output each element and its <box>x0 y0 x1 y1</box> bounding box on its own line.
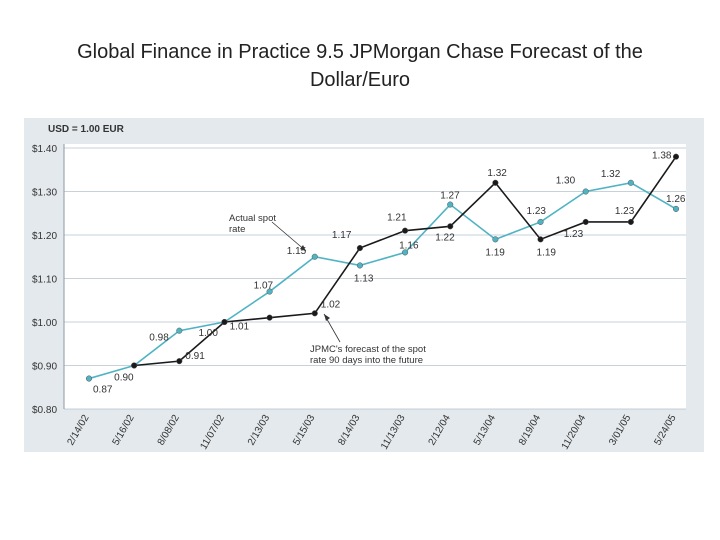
y-tick-label: $1.00 <box>32 318 57 329</box>
data-point <box>131 362 138 369</box>
y-tick-label: $1.20 <box>32 231 57 242</box>
x-tick-label: 8/19/04 <box>517 413 543 448</box>
data-point <box>672 153 680 160</box>
data-label: 1.19 <box>537 247 557 258</box>
data-point <box>402 227 409 234</box>
x-tick-label: 5/24/05 <box>652 413 678 448</box>
annotation-forecast: JPMC's forecast of the spot rate 90 days … <box>310 344 426 366</box>
data-point <box>627 218 634 225</box>
x-tick-label: 8/08/02 <box>156 413 182 448</box>
data-label: 1.23 <box>564 229 584 240</box>
x-tick-label: 11/20/04 <box>560 413 589 452</box>
annotation-line: rate 90 days into the future <box>310 355 423 366</box>
annotation-line: rate <box>229 224 245 235</box>
annotation-line: Actual spot <box>229 213 276 224</box>
data-point <box>221 318 228 326</box>
x-tick-label: 5/13/04 <box>472 413 498 448</box>
slide-title: Global Finance in Practice 9.5 JPMorgan … <box>20 38 700 94</box>
line-chart: USD = 1.00 EUR $1.40 $1.30 $1.20 $1.10 $1.00 $… <box>32 124 686 452</box>
data-point <box>266 288 273 295</box>
gridlines <box>63 144 686 410</box>
data-label: 1.17 <box>332 230 352 241</box>
data-point <box>537 218 544 225</box>
data-label: 1.00 <box>198 328 218 339</box>
data-point <box>356 262 363 269</box>
data-label: 1.30 <box>556 176 576 187</box>
annotation-arrow <box>271 221 307 252</box>
slide-title-line-2: Dollar/Euro <box>309 69 411 91</box>
data-point <box>537 236 544 243</box>
x-tick-label: 2/13/03 <box>246 413 272 448</box>
data-point <box>672 205 680 212</box>
data-label: 1.32 <box>601 169 621 180</box>
x-tick-label: 5/15/03 <box>291 413 317 448</box>
data-label: 1.01 <box>230 322 250 333</box>
data-label: 1.26 <box>666 194 686 205</box>
data-point <box>492 236 499 243</box>
x-tick-label: 2/12/04 <box>427 413 453 448</box>
data-point <box>356 245 363 252</box>
data-label: 1.15 <box>287 246 307 257</box>
data-point <box>176 327 183 334</box>
data-label: 1.13 <box>354 273 374 284</box>
data-point <box>311 253 318 260</box>
data-label: 1.23 <box>615 206 635 217</box>
x-tick-label: 2/14/02 <box>65 413 91 448</box>
slide-title-line-1: Global Finance in Practice 9.5 JPMorgan … <box>77 41 643 63</box>
x-tick-label: 8/14/03 <box>336 413 362 448</box>
data-point <box>176 358 183 365</box>
data-label: 1.22 <box>435 232 455 243</box>
y-tick-label: $1.40 <box>32 144 57 155</box>
y-tick-label: $0.90 <box>32 362 57 373</box>
data-label: 0.87 <box>93 385 113 396</box>
y-axis: USD = 1.00 EUR $1.40 $1.30 $1.20 $1.10 $1.00 $… <box>32 124 125 416</box>
x-axis: 2/14/02 5/16/02 8/08/02 11/07/02 2/13/03 5/15… <box>65 413 678 452</box>
annotation-arrowhead <box>300 245 306 251</box>
x-tick-label: 11/13/03 <box>379 413 408 452</box>
data-label: 0.98 <box>149 333 169 344</box>
annotation-spot-rate: Actual spot rate <box>229 213 276 235</box>
data-point <box>447 223 454 230</box>
x-tick-label: 11/07/02 <box>198 413 227 452</box>
data-point <box>85 375 93 382</box>
y-tick-label: $1.30 <box>32 188 57 199</box>
data-label: 1.21 <box>387 213 407 224</box>
chart-panel: USD = 1.00 EUR $1.40 $1.30 $1.20 $1.10 $1.00 $… <box>24 118 704 452</box>
y-tick-label: $0.80 <box>32 405 57 416</box>
data-point <box>447 201 454 208</box>
annotation-arrowhead <box>324 314 330 321</box>
data-label: 1.32 <box>487 168 507 179</box>
data-label: 0.90 <box>114 373 134 384</box>
x-tick-label: 3/01/05 <box>607 413 633 448</box>
data-label: 1.27 <box>440 191 460 202</box>
data-label: 0.91 <box>185 351 205 362</box>
data-point <box>582 188 589 195</box>
annotation-line: JPMC's forecast of the spot <box>310 344 426 355</box>
data-point <box>402 249 409 256</box>
y-tick-label: $1.10 <box>32 275 57 286</box>
plot-area <box>64 144 686 409</box>
data-point <box>311 310 318 317</box>
data-label: 1.07 <box>254 281 274 292</box>
data-label: 1.16 <box>399 240 419 251</box>
data-point <box>582 218 589 225</box>
series-layer: 0.87 0.98 1.07 1.15 1.13 1.16 1.27 1.19 1.23 1.30… <box>85 151 686 396</box>
series-line <box>88 181 677 380</box>
data-label: 1.02 <box>321 299 341 310</box>
data-point <box>627 179 634 186</box>
data-point <box>266 314 273 321</box>
unit-label: USD = 1.00 EUR <box>48 124 125 135</box>
data-label: 1.19 <box>485 247 505 258</box>
x-tick-label: 5/16/02 <box>111 413 137 448</box>
annotations: Actual spot rate JPMC's forecast of the sp… <box>229 213 426 366</box>
data-point <box>492 179 499 186</box>
data-label: 1.38 <box>652 151 672 162</box>
data-label: 1.23 <box>527 206 547 217</box>
